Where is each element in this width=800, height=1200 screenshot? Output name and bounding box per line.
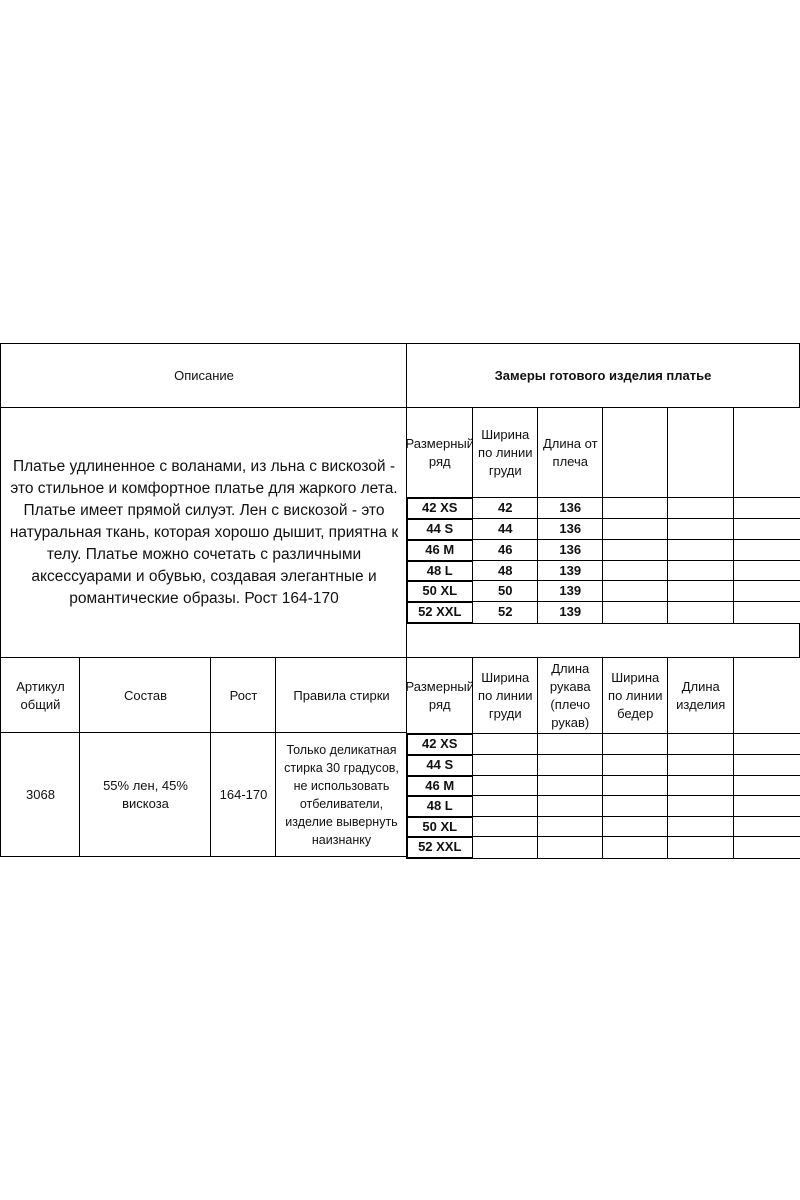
measurement-cell: 136 [537,539,604,562]
lower-table-header-cell: Ширина по линии груди [472,657,539,735]
measurement-cell [602,518,669,541]
measurement-cell [602,733,669,756]
size-label: 50 XL [406,816,474,838]
measurement-cell [733,836,800,859]
measurement-cell [733,539,800,562]
measurement-cell [602,816,669,838]
measurement-cell [472,754,539,777]
measurement-cell [537,816,604,838]
measurement-cell [667,601,735,624]
measurement-cell: 44 [472,518,539,541]
measurement-cell [537,795,604,818]
upper-table-header-cell: Ширина по линии груди [472,407,539,499]
measurement-cell [602,754,669,777]
measurement-cell [667,580,735,603]
measurement-cell: 52 [472,601,539,624]
measurement-cell [667,795,735,818]
size-label: 44 S [406,754,474,777]
product-description: Платье удлиненное с воланами, из льна с … [0,407,408,659]
measurement-cell [733,601,800,624]
composition-header: Состав [79,657,212,734]
size-label: 50 XL [406,580,474,603]
measurement-cell [733,795,800,818]
measurement-cell [667,497,735,520]
measurement-cell [733,775,800,797]
measurement-cell [537,836,604,859]
measurement-cell [537,754,604,777]
size-label: 48 L [406,795,474,818]
measurement-cell: 50 [472,580,539,603]
measurement-cell [667,836,735,859]
blank-row [406,621,800,659]
measurement-cell [602,539,669,562]
measurement-cell [667,518,735,541]
measurement-cell [602,497,669,520]
measurement-cell [667,775,735,797]
measurement-cell [602,795,669,818]
measurement-cell [472,775,539,797]
measurement-cell [472,836,539,859]
measurement-cell [537,733,604,756]
measurement-cell: 136 [537,497,604,520]
description-title: Описание [0,343,408,409]
measurement-cell [667,816,735,838]
measurements-title: Замеры готового изделия платье [406,343,800,409]
article-header: Артикул общий [0,657,81,734]
measurement-cell [733,816,800,838]
measurement-cell: 139 [537,580,604,603]
measurement-cell [733,733,800,756]
measurement-cell: 46 [472,539,539,562]
measurement-cell [733,580,800,603]
measurement-cell [602,580,669,603]
size-label: 52 XXL [406,836,474,859]
lower-table-header-cell: Ширина по линии бедер [602,657,669,735]
article-value: 3068 [0,732,81,857]
measurement-cell: 48 [472,560,539,582]
measurement-cell [733,497,800,520]
measurement-cell [602,775,669,797]
measurement-cell [733,560,800,582]
upper-table-header-cell [733,407,800,499]
measurement-cell [472,816,539,838]
measurement-cell [537,775,604,797]
upper-table-header-cell: Длина от плеча [537,407,604,499]
size-label: 46 M [406,539,474,562]
measurement-cell [602,560,669,582]
measurement-cell [733,518,800,541]
measurement-cell [472,733,539,756]
size-label: 46 M [406,775,474,797]
height-header: Рост [210,657,277,734]
lower-table-header-cell: Длина рукава (плечо рукав) [537,657,604,735]
measurement-cell: 139 [537,601,604,624]
measurement-cell: 136 [537,518,604,541]
size-label: 44 S [406,518,474,541]
measurement-cell [472,795,539,818]
measurement-cell: 42 [472,497,539,520]
upper-table-header-cell: Размерный ряд [406,407,474,499]
size-label: 48 L [406,560,474,582]
measurement-cell: 139 [537,560,604,582]
size-label: 42 XS [406,497,474,520]
composition-value: 55% лен, 45% вискоза [79,732,212,857]
measurement-cell [733,754,800,777]
washing-header: Правила стирки [275,657,408,734]
measurement-cell [667,754,735,777]
measurement-cell [667,733,735,756]
size-label: 52 XXL [406,601,474,624]
upper-table-header-cell [602,407,669,499]
measurement-cell [602,601,669,624]
measurement-cell [667,560,735,582]
height-value: 164-170 [210,732,277,857]
lower-table-header-cell: Длина изделия [667,657,735,735]
upper-table-header-cell [667,407,735,499]
lower-table-header-cell [733,657,800,735]
measurement-cell [602,836,669,859]
measurement-cell [667,539,735,562]
washing-value: Только деликатная стирка 30 градусов, не… [275,732,408,857]
lower-table-header-cell: Размерный ряд [406,657,474,735]
size-label: 42 XS [406,733,474,756]
